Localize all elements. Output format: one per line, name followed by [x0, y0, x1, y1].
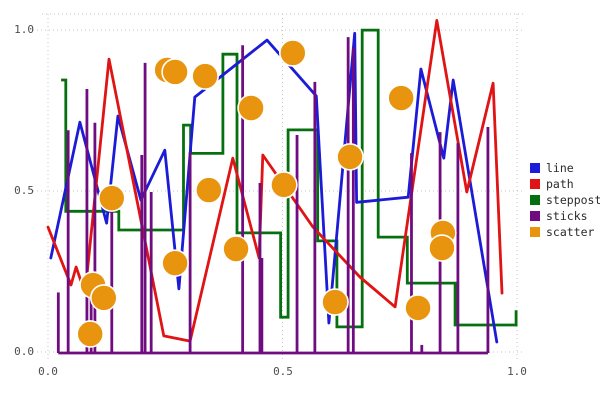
scatter-point	[270, 171, 298, 199]
scatter-point	[90, 284, 118, 312]
x-tick-label-1.0: 1.0	[507, 365, 527, 378]
scatter-series	[76, 39, 457, 348]
y-tick-label-0.0: 0.0	[14, 345, 34, 358]
scatter-point	[321, 288, 349, 316]
scatter-point	[336, 143, 364, 171]
legend-label-sticks: sticks	[546, 208, 588, 223]
legend-swatch-path	[530, 178, 540, 189]
scatter-point	[161, 58, 189, 86]
scatter-point	[237, 94, 265, 122]
legend-swatch-steppost	[530, 194, 540, 205]
scatter-point	[76, 320, 105, 348]
line-polyline	[49, 31, 499, 344]
legend-swatch-line	[530, 162, 540, 173]
legend-entry-scatter: scatter	[530, 224, 600, 239]
scatter-point	[279, 39, 307, 67]
x-tick-label-0.0: 0.0	[38, 365, 58, 378]
legend-entry-steppost: steppost	[530, 192, 600, 207]
legend: line path steppost sticks scatter	[530, 160, 600, 240]
scatter-point	[222, 235, 250, 263]
legend-label-scatter: scatter	[546, 224, 595, 239]
legend-label-line: line	[546, 160, 574, 175]
y-tick-label-0.5: 0.5	[14, 184, 34, 197]
scatter-point	[428, 234, 456, 262]
legend-swatch-sticks	[530, 210, 540, 221]
scatter-point	[191, 62, 219, 90]
scatter-point	[195, 176, 223, 204]
legend-swatch-scatter	[530, 226, 540, 237]
scatter-point	[97, 184, 126, 212]
legend-entry-line: line	[530, 160, 600, 175]
legend-label-steppost: steppost	[546, 192, 600, 207]
legend-entry-sticks: sticks	[530, 208, 600, 223]
line-series	[49, 31, 499, 344]
legend-entry-path: path	[530, 176, 600, 191]
scatter-point	[387, 84, 415, 112]
legend-label-path: path	[546, 176, 574, 191]
x-tick-label-0.5: 0.5	[273, 365, 293, 378]
y-tick-label-1.0: 1.0	[14, 23, 34, 36]
scatter-point	[161, 249, 189, 277]
scatter-point	[404, 294, 432, 322]
